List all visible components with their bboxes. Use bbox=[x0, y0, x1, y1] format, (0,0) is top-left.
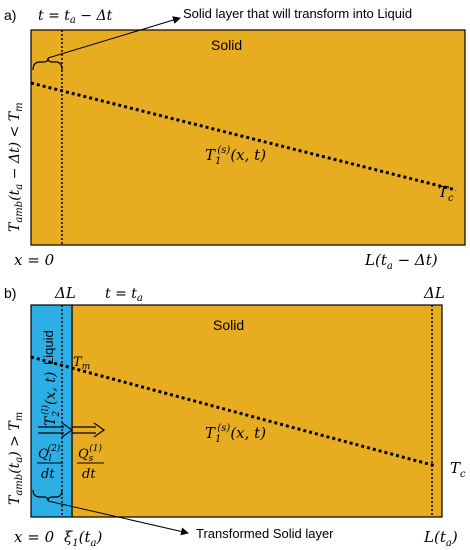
liquid-heat-flux-label: Ql(2) dt bbox=[37, 443, 63, 482]
callout-arrow-a bbox=[47, 16, 181, 59]
temp-profile-label-a: T1(s)(x, t) bbox=[205, 145, 266, 167]
svg-text:dt: dt bbox=[82, 467, 96, 482]
solid-label-a: Solid bbox=[211, 37, 242, 53]
cold-temp-label-a: Tc bbox=[438, 183, 454, 204]
panel-a-time: t = ta − Δt bbox=[38, 8, 113, 26]
callout-label-b: Transformed Solid layer bbox=[196, 526, 334, 541]
liquid-region-b bbox=[30, 304, 73, 518]
liquid-label-b: Liquid bbox=[41, 330, 56, 365]
liquid-temp-label-b: T2(l)(x, t) bbox=[40, 372, 62, 426]
ambient-temp-label-a: Tamb(ta − Δt) < Tm bbox=[7, 102, 25, 232]
length-label-b: L(ta) bbox=[423, 528, 458, 549]
solid-heat-flux-label: Qs(1) dt bbox=[77, 443, 104, 482]
interface-position-label: ξ1(ta) bbox=[64, 528, 103, 549]
panel-b-time: t = ta bbox=[105, 286, 143, 304]
svg-text:dt: dt bbox=[41, 467, 55, 482]
temperature-profile-line-b bbox=[30, 355, 437, 468]
panel-b-tag: b) bbox=[4, 285, 16, 301]
svg-text:Ql(2): Ql(2) bbox=[38, 443, 61, 464]
liquid-flux-arrow bbox=[38, 422, 74, 438]
ambient-temp-label-b: Tamb(ta) > Tm bbox=[7, 412, 25, 505]
callout-arrow-b bbox=[47, 500, 189, 536]
panel-a-tag: a) bbox=[4, 7, 16, 23]
delta-l-right: ΔL bbox=[423, 284, 445, 302]
temp-profile-label-b: T1(s)(x, t) bbox=[205, 423, 266, 445]
cold-temp-label-b: Tc bbox=[450, 459, 466, 480]
svg-text:Qs(1): Qs(1) bbox=[78, 443, 103, 464]
length-label-a: L(ta − Δt) bbox=[364, 251, 438, 272]
temperature-profile-line-a bbox=[30, 81, 457, 192]
delta-l-left: ΔL bbox=[54, 284, 76, 302]
solid-label-b: Solid bbox=[213, 317, 244, 333]
callout-label-a: Solid layer that will transform into Liq… bbox=[183, 6, 412, 21]
solid-flux-arrow bbox=[72, 422, 106, 438]
solid-region-b bbox=[71, 304, 443, 518]
x-zero-label-a: x = 0 bbox=[14, 251, 55, 269]
panel-a: a) t = ta − Δt Solid layer that will tra… bbox=[4, 6, 466, 272]
x-zero-label-b: x = 0 bbox=[14, 528, 55, 546]
panel-b: b) ΔL t = ta ΔL Solid Liquid Tm T2(l)(x,… bbox=[4, 284, 466, 549]
melt-temp-label-b: Tm bbox=[73, 355, 90, 372]
